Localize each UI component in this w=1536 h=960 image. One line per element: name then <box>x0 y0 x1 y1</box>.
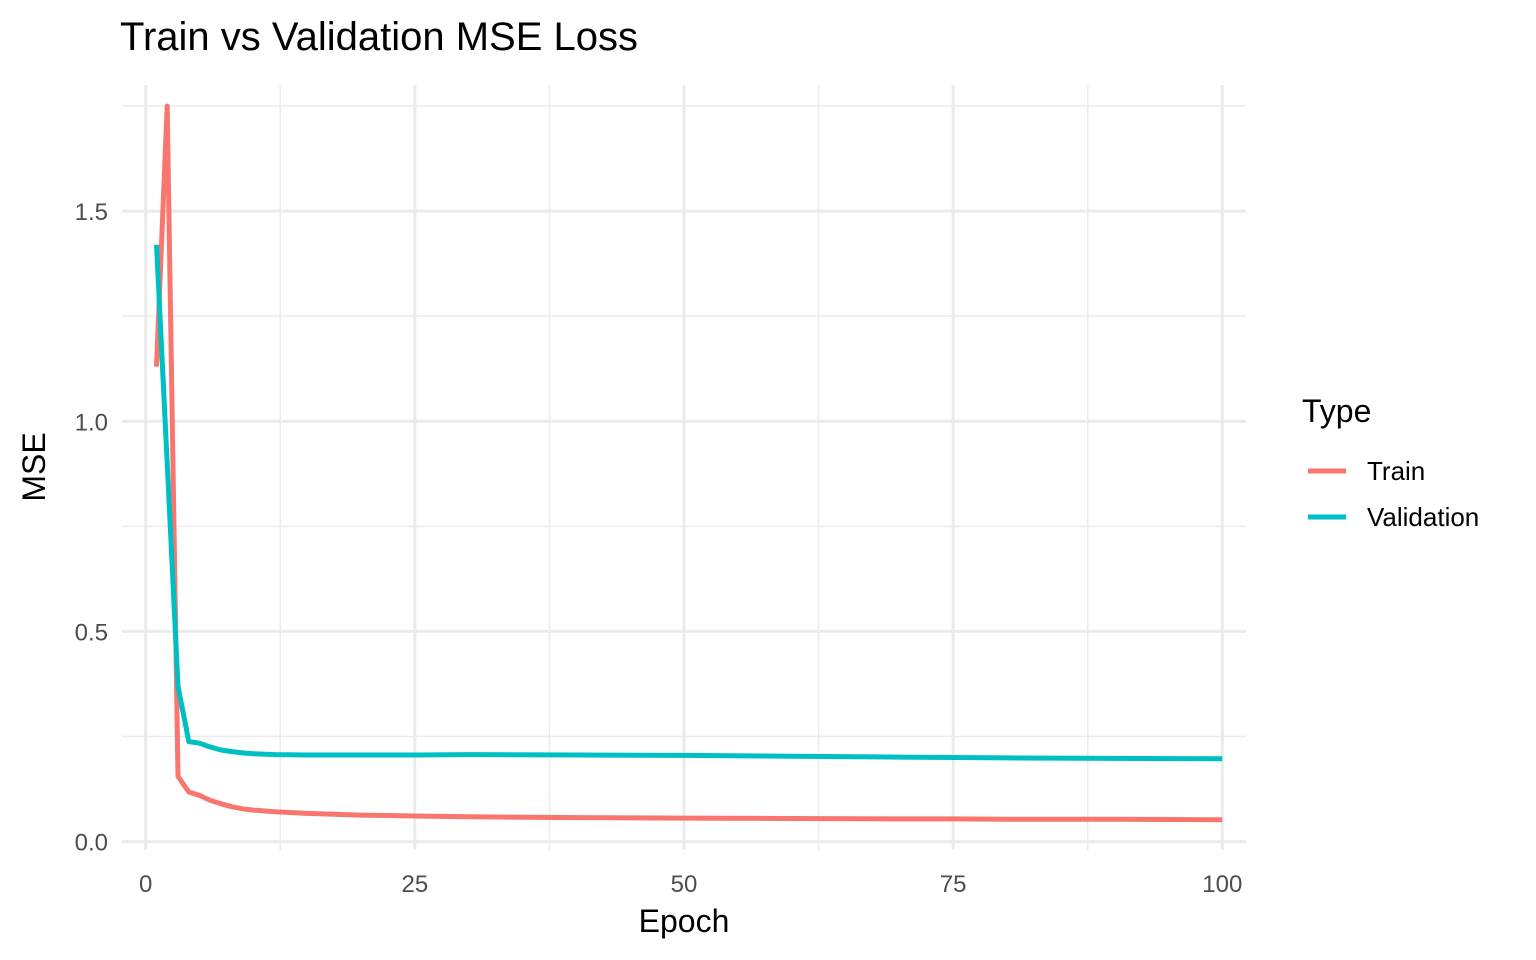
y-tick-label: 1.0 <box>75 409 108 436</box>
x-tick-label: 50 <box>671 871 698 898</box>
series-line-train <box>154 103 1223 823</box>
y-tick-label: 1.5 <box>75 199 108 226</box>
x-tick-label: 0 <box>139 871 152 898</box>
legend: Type Train Validation <box>1302 393 1479 532</box>
legend-label-train: Train <box>1367 456 1425 486</box>
plot-area <box>122 85 1246 850</box>
x-axis-title: Epoch <box>639 903 730 939</box>
x-tick-label: 75 <box>940 871 967 898</box>
series-line-validation <box>154 244 1223 762</box>
legend-label-validation: Validation <box>1367 502 1479 532</box>
y-tick-label: 0.5 <box>75 619 108 646</box>
major-gridlines <box>122 85 1246 850</box>
x-tick-label: 100 <box>1202 871 1242 898</box>
y-axis-ticks: 0.0 0.5 1.0 1.5 <box>75 199 108 856</box>
y-axis-title: MSE <box>16 432 52 501</box>
series-lines <box>154 103 1223 823</box>
x-axis-ticks: 0 25 50 75 100 <box>139 871 1242 898</box>
chart-title: Train vs Validation MSE Loss <box>120 15 638 59</box>
y-tick-label: 0.0 <box>75 830 108 857</box>
x-tick-label: 25 <box>401 871 428 898</box>
legend-title: Type <box>1302 393 1371 429</box>
legend-items: Train Validation <box>1308 456 1479 532</box>
